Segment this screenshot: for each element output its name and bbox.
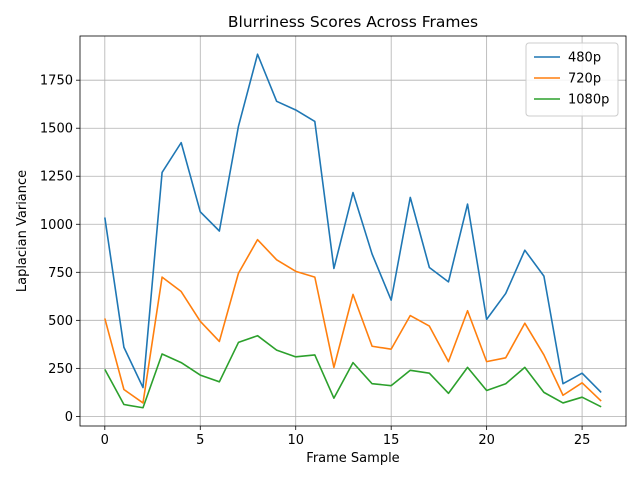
x-axis-ticks: 0 5 10 15 20 25 [101, 426, 591, 448]
y-tick-label: 1500 [40, 122, 73, 137]
y-axis-ticks: 0 250 500 750 1000 1250 1500 1750 [40, 74, 80, 425]
x-tick-label: 15 [383, 433, 400, 448]
y-tick-label: 250 [48, 362, 73, 377]
y-axis-label: Laplacian Variance [15, 170, 30, 292]
y-tick-label: 1750 [40, 74, 73, 89]
legend-label: 720p [568, 72, 601, 87]
x-tick-label: 25 [574, 433, 591, 448]
legend-box [525, 42, 619, 117]
series-lines [104, 53, 602, 409]
y-tick-label: 0 [65, 410, 73, 425]
y-tick-label: 750 [48, 266, 73, 281]
grid [80, 36, 626, 426]
chart-title: Blurriness Scores Across Frames [228, 13, 478, 31]
x-tick-label: 5 [196, 433, 204, 448]
plot-frame [79, 35, 627, 427]
x-tick-label: 0 [101, 433, 109, 448]
series-line-480p [104, 53, 602, 393]
x-tick-label: 20 [478, 433, 495, 448]
y-tick-label: 500 [48, 314, 73, 329]
y-tick-label: 1250 [40, 170, 73, 185]
series-line-720p [104, 238, 602, 404]
x-tick-label: 10 [287, 433, 304, 448]
x-axis-label: Frame Sample [306, 451, 399, 466]
series-line-1080p [104, 334, 602, 409]
legend: 480p 720p 1080p [525, 42, 619, 117]
legend-label: 1080p [568, 93, 609, 108]
legend-label: 480p [568, 51, 601, 66]
y-tick-label: 1000 [40, 218, 73, 233]
